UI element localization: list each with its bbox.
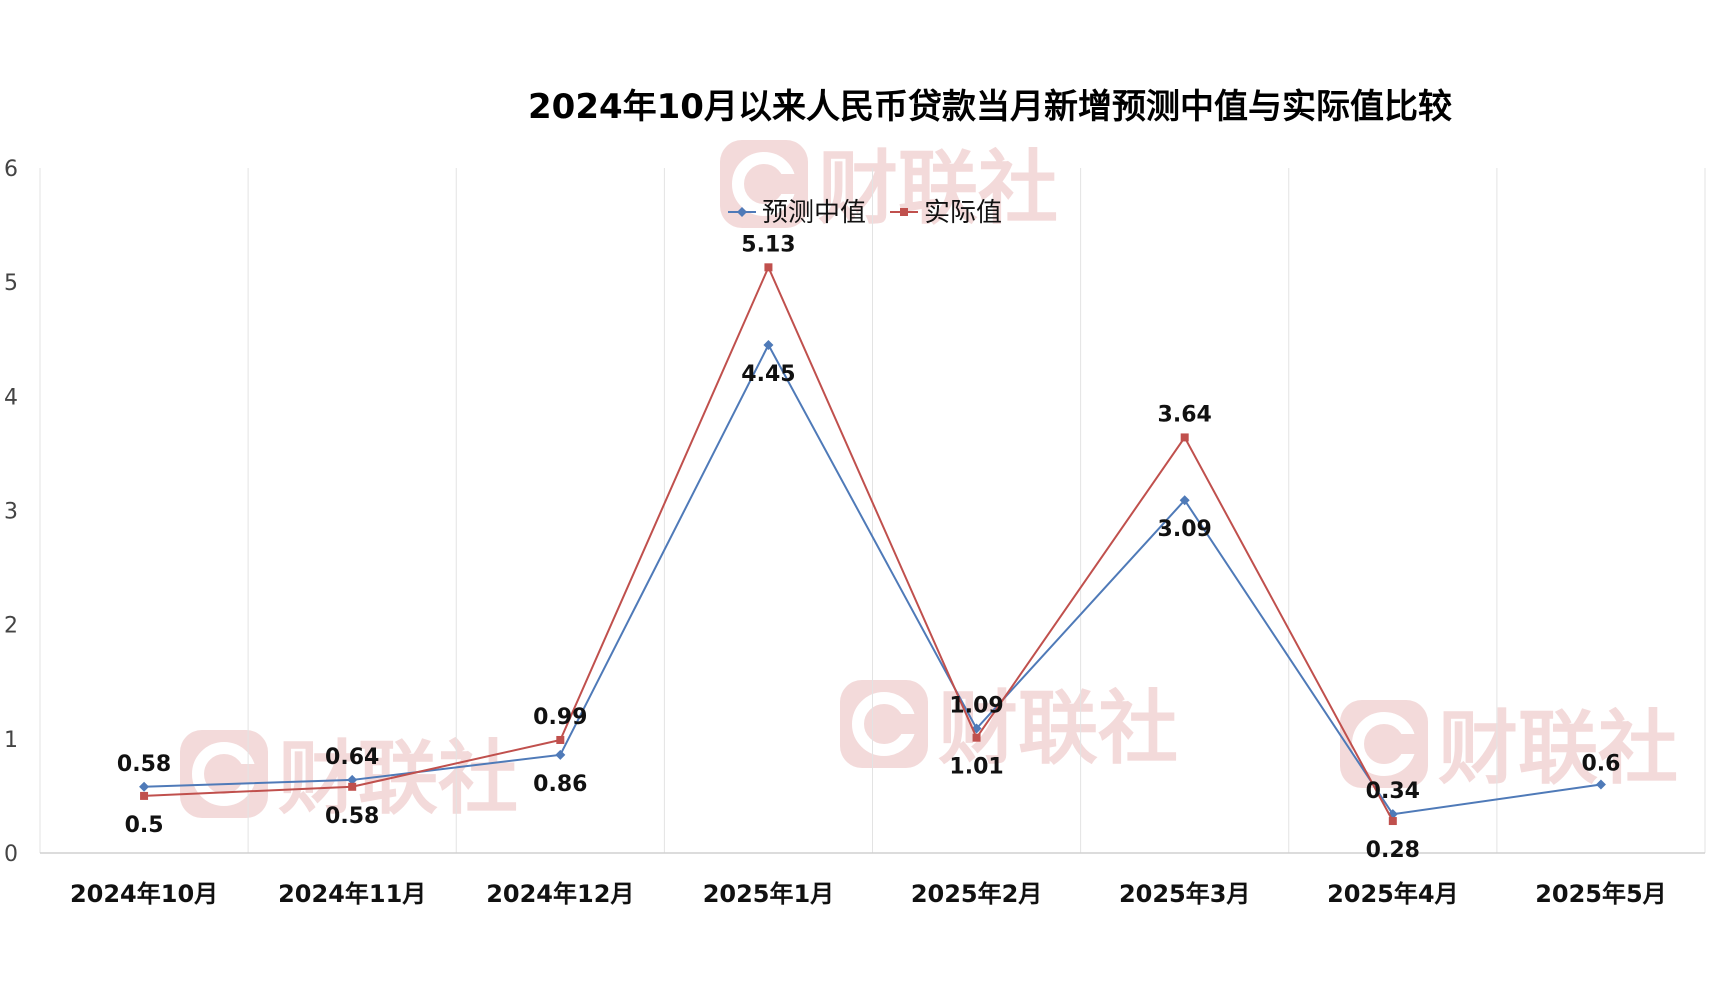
data-label: 0.86 xyxy=(533,772,587,797)
y-tick-label: 6 xyxy=(4,157,18,182)
watermark: 财联社 xyxy=(180,730,518,825)
watermark-text: 财联社 xyxy=(1438,702,1678,795)
x-tick-label: 2025年2月 xyxy=(911,880,1043,908)
data-label: 0.64 xyxy=(325,745,379,770)
data-label: 0.6 xyxy=(1581,752,1620,777)
legend-marker xyxy=(737,207,747,217)
data-labels: 0.58 0.5 0.64 0.58 0.99 0.86 5.13 4.45 1.09 1.01 3… xyxy=(117,232,1621,863)
legend-marker xyxy=(900,208,908,216)
y-tick-label: 1 xyxy=(4,728,18,753)
legend-label: 实际值 xyxy=(924,198,1002,228)
data-label: 1.09 xyxy=(949,694,1003,719)
y-tick-label: 2 xyxy=(4,614,18,639)
data-label: 0.58 xyxy=(325,804,379,829)
watermark-logo-cut xyxy=(232,764,268,784)
chart-title: 2024年10月以来人民币贷款当月新增预测中值与实际值比较 xyxy=(528,87,1452,127)
y-tick-label: 0 xyxy=(4,842,18,867)
data-point xyxy=(764,263,773,272)
gridlines xyxy=(39,168,1706,853)
data-label: 3.09 xyxy=(1158,517,1212,542)
data-label: 0.34 xyxy=(1366,779,1420,804)
data-point xyxy=(139,781,150,792)
data-point xyxy=(1179,495,1190,506)
x-tick-label: 2025年3月 xyxy=(1119,880,1251,908)
data-label: 5.13 xyxy=(741,232,795,257)
data-point xyxy=(140,791,149,800)
x-tick-label: 2024年12月 xyxy=(486,880,634,908)
x-tick-label: 2025年4月 xyxy=(1327,880,1459,908)
data-point xyxy=(555,749,566,760)
watermark-logo-cut xyxy=(892,714,928,734)
legend-label: 预测中值 xyxy=(762,198,866,228)
data-label: 3.64 xyxy=(1158,402,1212,427)
data-point xyxy=(556,735,565,744)
data-point xyxy=(972,733,981,742)
watermark-text: 财联社 xyxy=(818,142,1058,235)
x-axis: 2024年10月 2024年11月 2024年12月 2025年1月 2025年2月 20… xyxy=(70,880,1667,908)
data-label: 0.28 xyxy=(1366,838,1420,863)
data-point xyxy=(763,339,774,350)
data-label: 0.5 xyxy=(125,813,164,838)
y-tick-label: 3 xyxy=(4,500,18,525)
data-point xyxy=(1388,817,1397,826)
y-tick-label: 5 xyxy=(4,271,18,296)
watermark-text: 财联社 xyxy=(278,732,518,825)
legend-item: 预测中值 xyxy=(728,198,866,228)
data-label: 4.45 xyxy=(741,362,795,387)
x-tick-label: 2025年1月 xyxy=(703,880,835,908)
y-axis: 0 1 2 3 4 5 6 xyxy=(4,157,18,867)
x-tick-label: 2024年10月 xyxy=(70,880,218,908)
watermark-logo-cut xyxy=(1392,734,1428,754)
x-tick-label: 2024年11月 xyxy=(278,880,426,908)
legend: 预测中值 实际值 xyxy=(728,198,1002,228)
data-label: 0.58 xyxy=(117,752,171,777)
watermark: 财联社 xyxy=(720,140,1058,235)
series-layer xyxy=(139,263,1606,826)
data-label: 1.01 xyxy=(949,755,1003,780)
data-label: 0.99 xyxy=(533,705,587,730)
series-line xyxy=(144,342,1602,816)
x-tick-label: 2025年5月 xyxy=(1535,880,1667,908)
data-point xyxy=(347,774,358,785)
data-point xyxy=(1180,433,1189,442)
data-point xyxy=(348,782,357,791)
legend-item: 实际值 xyxy=(890,198,1002,228)
y-tick-label: 4 xyxy=(4,385,18,410)
watermark-logo-cut xyxy=(772,174,808,194)
data-point xyxy=(1595,779,1606,790)
